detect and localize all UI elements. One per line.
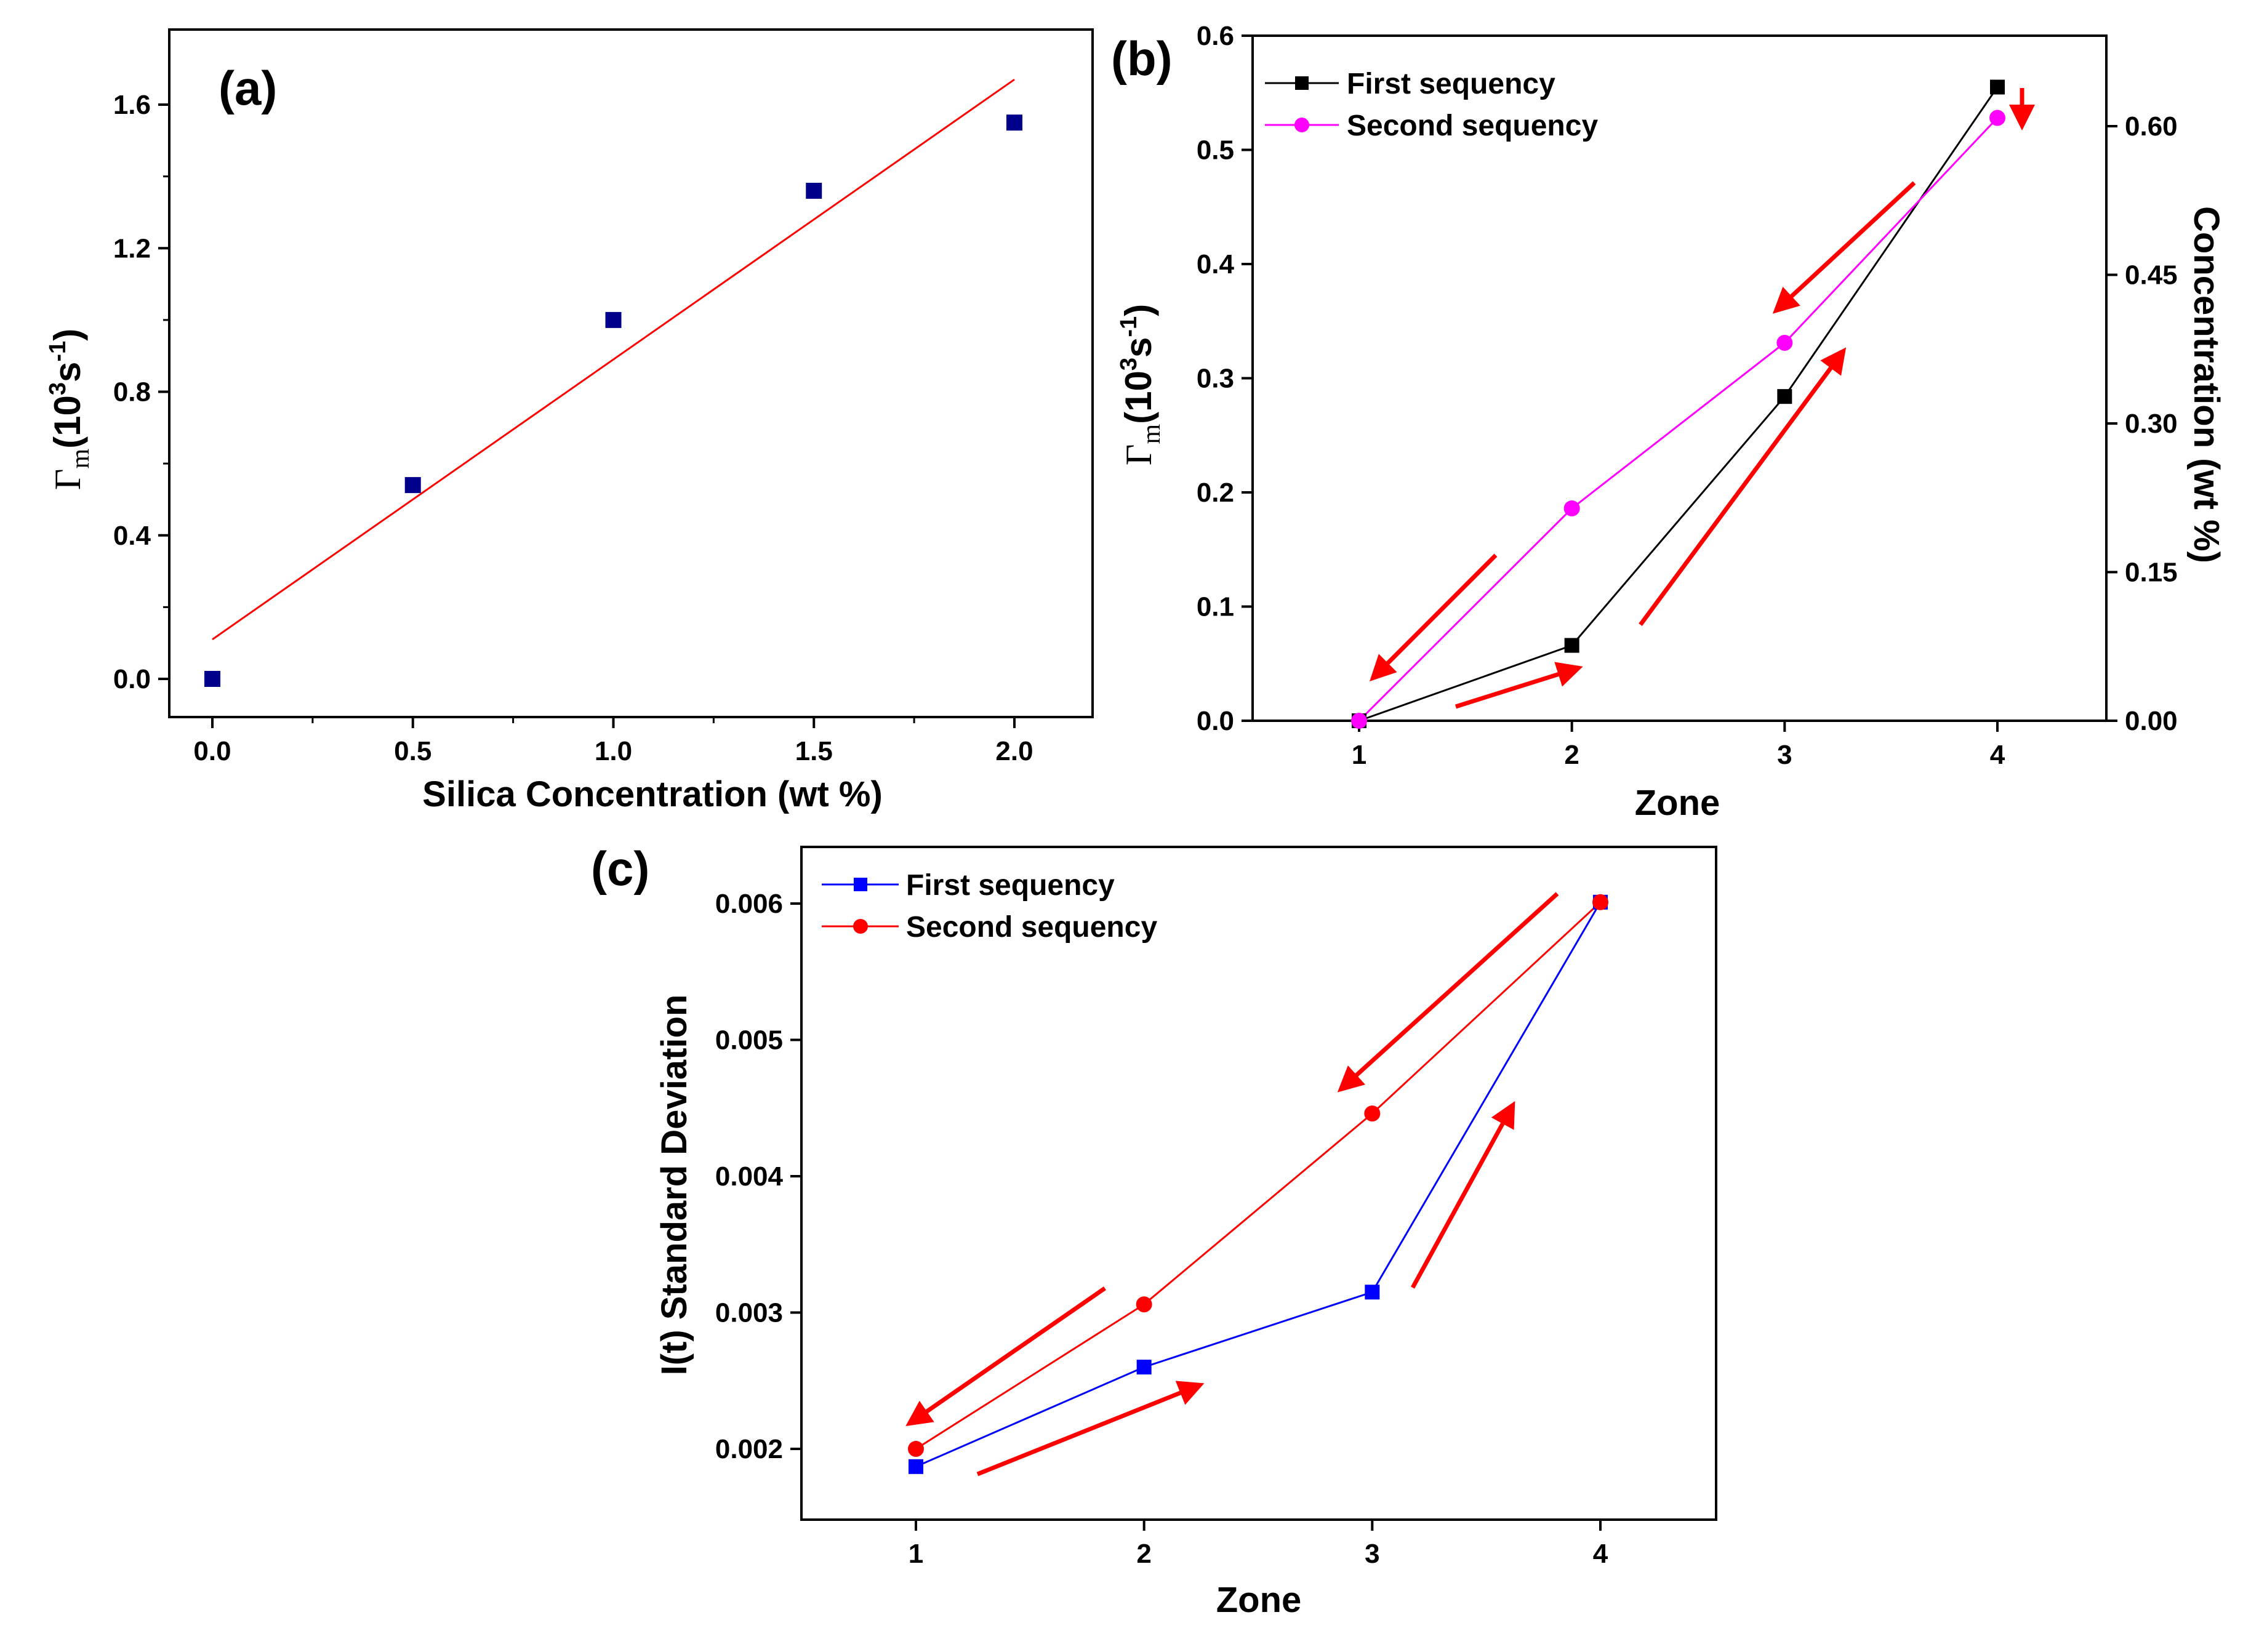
panel-b-y-tick-label-2: 0.2 — [1197, 478, 1234, 508]
panel-c-s1-point-3 — [1592, 894, 1608, 910]
panel-a-y-tick-label-0: 0.0 — [113, 664, 151, 694]
panel-c-x-tick-label-0: 1 — [909, 1539, 923, 1569]
panel-b-x-tick-label-2: 3 — [1777, 740, 1792, 770]
arrow-b-down-1 — [1370, 553, 1498, 681]
panel-a-x-tick-label-3: 1.5 — [795, 736, 833, 766]
panel-b-s1-point-3 — [1989, 110, 2005, 126]
panel-b: (b) Zone Γm(103s-1) Concentration (wt %) — [1111, 31, 2226, 823]
panel-a-data-point-2 — [605, 311, 622, 328]
panel-b-right-y-tick-label-3: 0.45 — [2125, 260, 2178, 291]
panel-b-legend-marker-0 — [1295, 76, 1309, 90]
panel-c-legend-label-1: Second sequency — [906, 911, 1157, 944]
panel-c-series-line-1 — [915, 901, 1602, 1450]
panel-c-x-axis-title: Zone — [1216, 1580, 1302, 1620]
panel-c-y-tick-label-0: 0.002 — [715, 1434, 783, 1464]
panel-a-x-tick-label-2: 1.0 — [595, 736, 632, 766]
panel-b-series-line-1 — [1358, 117, 1999, 722]
panel-a-y-tick-label-3: 1.2 — [113, 233, 151, 263]
panel-a-x-tick-label-4: 2.0 — [995, 736, 1033, 766]
panel-c-s1-point-1 — [1136, 1296, 1152, 1313]
panel-b-x-tick-label-1: 2 — [1564, 740, 1579, 770]
panel-a-y-axis-title: Γm(103s-1) — [45, 329, 95, 490]
panel-b-x-tick-label-3: 4 — [1990, 740, 2005, 770]
panel-c-y-tick-label-3: 0.005 — [715, 1025, 783, 1056]
panel-c-frame — [800, 846, 1717, 1521]
panel-b-s0-point-1 — [1564, 638, 1579, 653]
panel-b-y-tick-label-1: 0.1 — [1197, 592, 1234, 622]
panel-b-right-y-tick-label-4: 0.60 — [2125, 111, 2178, 142]
arrow-b-up-1 — [1455, 662, 1583, 709]
arrow-c-down-1 — [905, 1286, 1106, 1426]
panel-c-s0-point-2 — [1365, 1285, 1380, 1300]
panel-b-y-tick-label-6: 0.6 — [1197, 21, 1234, 51]
panel-b-s0-point-2 — [1777, 389, 1792, 404]
panel-c-series-line-0 — [915, 902, 1602, 1468]
panel-c-x-tick-label-2: 3 — [1365, 1539, 1379, 1569]
panel-c-s1-point-2 — [1364, 1105, 1381, 1122]
panel-b-right-y-tick-label-1: 0.15 — [2125, 558, 2178, 588]
panel-c-s0-point-1 — [1136, 1360, 1152, 1375]
panel-b-legend-marker-1 — [1294, 118, 1309, 132]
panel-b-y-tick-label-5: 0.5 — [1197, 135, 1234, 166]
panel-c-x-tick-label-1: 2 — [1136, 1539, 1151, 1569]
panel-c-legend-marker-0 — [854, 878, 867, 891]
panel-a-data-point-1 — [404, 477, 421, 494]
direction-arrows — [905, 88, 2035, 1477]
panel-b-s1-point-1 — [1563, 500, 1580, 516]
panel-a-label: (a) — [219, 61, 277, 115]
panel-c-s0-point-0 — [909, 1459, 923, 1474]
panel-b-y-axis-title: Γm(103s-1) — [1116, 304, 1166, 465]
panel-c: (c) Zone I(t) Standard Deviation — [591, 841, 1717, 1620]
panel-c-y-axis-title: I(t) Standard Deviation — [654, 995, 694, 1376]
panel-a-y-tick-label-2: 0.8 — [113, 377, 151, 407]
panel-b-x-tick-label-0: 1 — [1352, 740, 1366, 770]
panel-b-s0-point-3 — [1990, 79, 2005, 95]
panel-a-y-tick-label-1: 0.4 — [113, 521, 151, 551]
arrow-c-up-1 — [976, 1381, 1205, 1477]
chart-marks: 0.0 0.5 1.0 1.5 2.0 0.0 0.4 0.8 1.2 1.6 1 2 3 4 0.0 0.1… — [113, 21, 2178, 1569]
panel-b-s1-point-2 — [1776, 334, 1793, 351]
panel-a-frame — [168, 28, 1094, 718]
panel-a-fit-line — [212, 78, 1015, 641]
panel-b-right-y-tick-label-2: 0.30 — [2125, 409, 2178, 439]
panel-b-x-axis-title: Zone — [1635, 783, 1720, 823]
panel-b-y-tick-label-0: 0.0 — [1197, 706, 1234, 736]
panel-a-data-point-0 — [204, 671, 220, 687]
arrow-b-down-2 — [1772, 181, 1916, 314]
panel-a-data-point-4 — [1006, 114, 1022, 131]
panel-a-x-tick-label-1: 0.5 — [394, 736, 431, 766]
panel-c-legend-label-0: First sequency — [906, 869, 1115, 902]
panel-c-x-tick-label-3: 4 — [1593, 1539, 1608, 1569]
panel-b-legend-label-1: Second sequency — [1347, 110, 1598, 142]
panel-c-y-tick-label-4: 0.006 — [715, 889, 783, 919]
panel-b-series-line-0 — [1358, 86, 1999, 722]
panel-a-x-tick-label-0: 0.0 — [193, 736, 231, 766]
panel-c-y-tick-label-2: 0.004 — [715, 1161, 784, 1192]
panel-b-y-tick-label-4: 0.4 — [1197, 249, 1235, 279]
panel-b-y-tick-label-3: 0.3 — [1197, 364, 1234, 394]
panel-b-right-axis-title: Concentration (wt %) — [2186, 206, 2226, 563]
panel-c-label: (c) — [591, 841, 649, 896]
panel-a-y-tick-label-4: 1.6 — [113, 90, 151, 120]
panel-c-s1-point-0 — [908, 1441, 924, 1457]
panel-a-data-point-3 — [806, 182, 822, 199]
panel-a-x-axis-title: Silica Concentration (wt %) — [422, 774, 883, 814]
panel-a: (a) Silica Concentration (wt %) Γm(103s-… — [45, 28, 1094, 814]
arrow-c-up-2 — [1410, 1101, 1515, 1289]
panel-c-legend-marker-1 — [853, 919, 868, 934]
panel-b-legend-label-0: First sequency — [1347, 68, 1555, 100]
panel-b-right-y-tick-label-0: 0.00 — [2125, 706, 2178, 736]
panel-c-y-tick-label-1: 0.003 — [715, 1298, 783, 1328]
panel-b-s1-point-0 — [1351, 713, 1367, 729]
arrow-c-down-2 — [1337, 892, 1559, 1093]
arrow-b-up-2 — [1639, 347, 1847, 627]
panel-b-label: (b) — [1111, 31, 1173, 86]
